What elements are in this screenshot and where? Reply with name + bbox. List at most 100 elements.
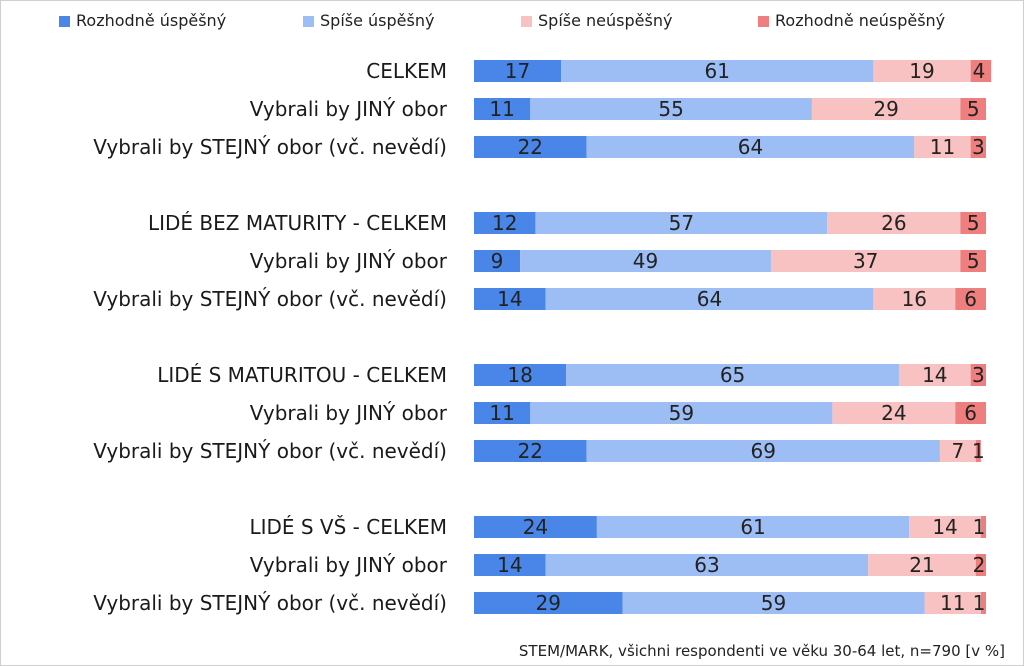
bar-segment — [832, 402, 956, 424]
legend-swatch-3 — [521, 16, 532, 27]
bar-segment — [924, 592, 981, 614]
bar-segment — [530, 402, 833, 424]
bar-value-label: 1 — [972, 439, 985, 463]
bar-value-label: 19 — [909, 59, 934, 83]
bar-value-label: 29 — [536, 591, 561, 615]
bar-segment — [474, 136, 587, 158]
bar-value-label: 12 — [492, 211, 517, 235]
bar-segment — [960, 98, 986, 120]
bar-value-label: 61 — [704, 59, 729, 83]
bar-value-label: 63 — [694, 553, 719, 577]
bar-segment — [811, 98, 961, 120]
bar-value-label: 5 — [967, 211, 980, 235]
row-label: Vybrali by JINÝ obor — [250, 553, 448, 577]
bar-segment — [980, 592, 986, 614]
bar-value-label: 64 — [697, 287, 722, 311]
bar-segment — [770, 250, 961, 272]
bar-segment — [914, 136, 971, 158]
bar-value-label: 22 — [518, 439, 543, 463]
bar-segment — [970, 364, 986, 386]
bar-segment — [975, 554, 986, 576]
legend-label-2: Spíše úspěšný — [320, 11, 434, 30]
bar-segment — [873, 288, 956, 310]
row-label: Vybrali by STEJNÝ obor (vč. nevědí) — [93, 135, 447, 159]
bar-value-label: 11 — [940, 591, 965, 615]
bar-value-label: 64 — [738, 135, 763, 159]
bar-value-label: 61 — [740, 515, 765, 539]
bar-value-label: 14 — [932, 515, 957, 539]
bar-value-label: 5 — [967, 249, 980, 273]
bar-segment — [873, 60, 971, 82]
bar-value-label: 37 — [853, 249, 878, 273]
bar-value-label: 14 — [497, 287, 522, 311]
bar-value-label: 11 — [489, 401, 514, 425]
bar-value-label: 5 — [967, 97, 980, 121]
bar-value-label: 57 — [669, 211, 694, 235]
bar-value-label: 26 — [881, 211, 906, 235]
bar-value-label: 16 — [902, 287, 927, 311]
legend-swatch-1 — [59, 16, 70, 27]
row-label: Vybrali by STEJNÝ obor (vč. nevědí) — [93, 591, 447, 615]
bar-value-label: 69 — [751, 439, 776, 463]
bar-segment — [909, 516, 981, 538]
bar-value-label: 59 — [669, 401, 694, 425]
legend-label-1: Rozhodně úspěšný — [76, 11, 226, 30]
source-note: STEM/MARK, všichni respondenti ve věku 3… — [519, 642, 1005, 660]
bar-value-label: 49 — [633, 249, 658, 273]
legend-label-4: Rozhodně neúspěšný — [775, 11, 945, 30]
bar-segment — [474, 98, 531, 120]
bar-value-label: 24 — [881, 401, 906, 425]
bar-value-label: 7 — [951, 439, 964, 463]
bar-value-label: 14 — [922, 363, 947, 387]
bar-value-label: 4 — [973, 59, 986, 83]
bar-segment — [474, 364, 567, 386]
bar-segment — [898, 364, 971, 386]
bar-value-label: 29 — [873, 97, 898, 121]
legend: Rozhodně úspěšný Spíše úspěšný Spíše neúsp… — [59, 11, 945, 30]
bar-segment — [530, 98, 812, 120]
bar-segment — [586, 440, 940, 462]
bar-value-label: 3 — [972, 363, 985, 387]
bar-value-label: 55 — [658, 97, 683, 121]
row-label: Vybrali by STEJNÝ obor (vč. nevědí) — [93, 439, 447, 463]
bar-segment — [955, 288, 986, 310]
bar-segment — [566, 364, 899, 386]
bar-segment — [960, 250, 986, 272]
bar-value-label: 1 — [973, 591, 986, 615]
bar-value-label: 65 — [720, 363, 745, 387]
bar-value-label: 6 — [964, 287, 977, 311]
bar-segment — [561, 60, 874, 82]
bar-segment — [474, 402, 531, 424]
legend-swatch-2 — [303, 16, 314, 27]
bar-segment — [474, 212, 536, 234]
row-label: Vybrali by JINÝ obor — [250, 249, 448, 273]
bar-value-label: 11 — [930, 135, 955, 159]
bar-segment — [622, 592, 925, 614]
row-label: LIDÉ S VŠ - CELKEM — [249, 515, 447, 539]
bar-segment — [545, 554, 869, 576]
bar-segment — [474, 440, 587, 462]
bar-value-label: 17 — [505, 59, 530, 83]
bar-segment — [586, 136, 915, 158]
row-label: Vybrali by JINÝ obor — [250, 401, 448, 425]
bar-value-label: 6 — [964, 401, 977, 425]
bar-value-label: 22 — [518, 135, 543, 159]
bar-segment — [474, 516, 597, 538]
bar-segment — [980, 516, 986, 538]
bar-value-label: 2 — [973, 553, 986, 577]
bar-value-label: 24 — [523, 515, 548, 539]
bar-segment — [474, 554, 546, 576]
bar-segment — [827, 212, 961, 234]
bar-value-label: 9 — [491, 249, 504, 273]
bar-segment — [474, 60, 562, 82]
bar-value-label: 11 — [489, 97, 514, 121]
bar-value-label: 3 — [972, 135, 985, 159]
bar-value-label: 1 — [973, 515, 986, 539]
bar-segment — [474, 250, 521, 272]
bar-segment — [970, 136, 986, 158]
bar-segment — [975, 440, 981, 462]
legend-label-3: Spíše neúspěšný — [538, 11, 672, 30]
